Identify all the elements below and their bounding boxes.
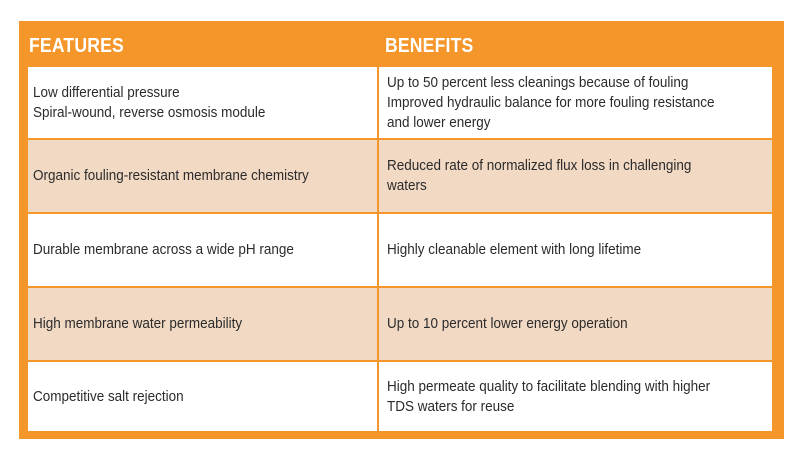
feature-text: Organic fouling-resistant membrane chemi… <box>33 168 309 184</box>
features-column-header: FEATURES <box>29 35 124 57</box>
feature-cell: Organic fouling-resistant membrane chemi… <box>28 140 377 212</box>
feature-text: High membrane water permeability <box>33 316 243 332</box>
benefit-cell: Up to 10 percent lower energy operation <box>379 288 772 360</box>
benefits-column-header: BENEFITS <box>385 35 474 57</box>
table-header: FEATURES BENEFITS <box>19 21 784 67</box>
table-row: Low differential pressure Spiral-wound, … <box>28 67 772 138</box>
benefit-text: Highly cleanable element with long lifet… <box>387 242 642 258</box>
benefit-cell: Highly cleanable element with long lifet… <box>379 214 772 286</box>
features-benefits-table-frame: FEATURES BENEFITS Low differential press… <box>19 21 784 439</box>
feature-cell: Durable membrane across a wide pH range <box>28 214 377 286</box>
benefit-text: Up to 10 percent lower energy operation <box>387 316 628 332</box>
benefit-cell: Reduced rate of normalized flux loss in … <box>379 140 772 212</box>
benefit-text: Up to 50 percent less cleanings because … <box>387 74 715 131</box>
features-benefits-table: Low differential pressure Spiral-wound, … <box>28 67 772 431</box>
benefit-cell: High permeate quality to facilitate blen… <box>379 362 772 431</box>
feature-cell: Low differential pressure Spiral-wound, … <box>28 67 377 138</box>
table-row: Organic fouling-resistant membrane chemi… <box>28 140 772 212</box>
table-row: Competitive salt rejection High permeate… <box>28 362 772 431</box>
benefit-cell: Up to 50 percent less cleanings because … <box>379 67 772 138</box>
table-row: High membrane water permeability Up to 1… <box>28 288 772 360</box>
feature-text: Durable membrane across a wide pH range <box>33 242 294 258</box>
feature-text: Low differential pressure Spiral-wound, … <box>33 84 266 121</box>
feature-cell: High membrane water permeability <box>28 288 377 360</box>
benefit-text: Reduced rate of normalized flux loss in … <box>387 158 692 194</box>
benefit-text: High permeate quality to facilitate blen… <box>387 378 711 415</box>
feature-text: Competitive salt rejection <box>33 388 184 405</box>
table-row: Durable membrane across a wide pH range … <box>28 214 772 286</box>
feature-cell: Competitive salt rejection <box>28 362 377 431</box>
